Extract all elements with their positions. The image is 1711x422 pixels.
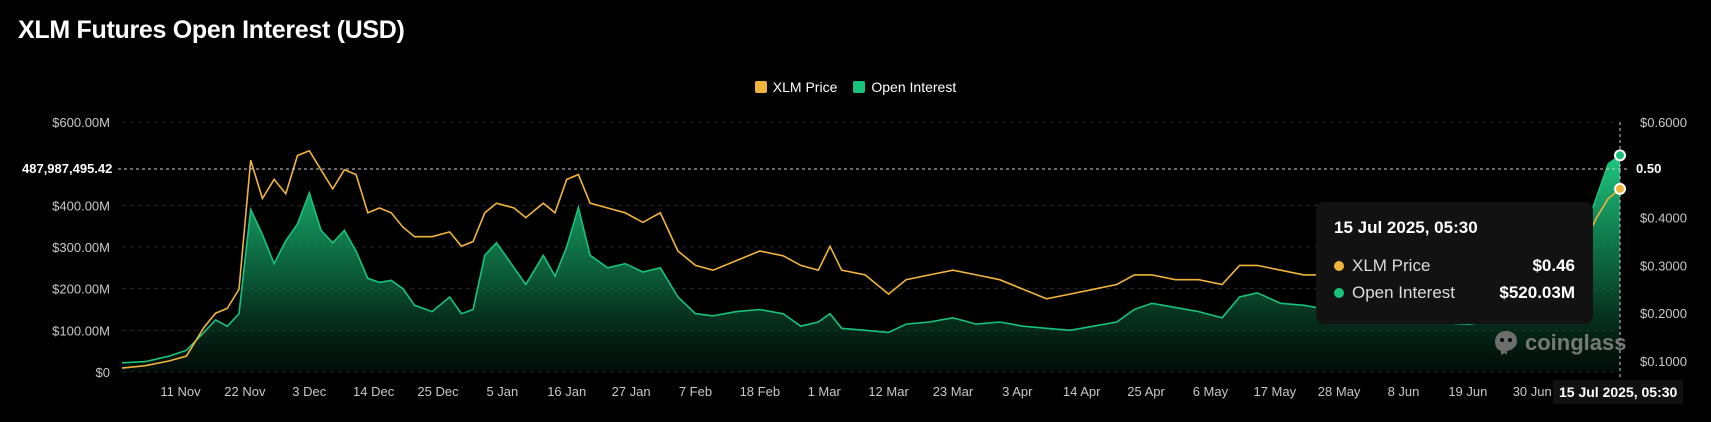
crosshair [112,122,1630,378]
tooltip-name-price: XLM Price [1352,255,1431,275]
tooltip-value-price: $0.46 [1532,255,1575,275]
x-tick-label: 17 May [1253,384,1296,399]
x-tick-label: 27 Jan [612,384,651,399]
x-tick-label: 19 Jun [1448,384,1487,399]
tooltip: 15 Jul 2025, 05:30 XLM Price $0.46 Open … [1316,202,1593,324]
x-tick-label: 28 May [1318,384,1361,399]
x-tick-label: 22 Nov [224,384,266,399]
y-right-tick-label: $0.1000 [1640,354,1687,369]
y-left-tick-label: $200.00M [52,282,110,297]
chart-title: XLM Futures Open Interest (USD) [18,16,405,44]
x-tick-label: 14 Dec [353,384,395,399]
x-tick-label: 11 Nov [160,384,201,399]
x-tick-label: 25 Apr [1127,384,1165,399]
legend-item-open-interest[interactable]: Open Interest [853,79,956,95]
y-axis-left: $0 $100.00M $200.00M $300.00M $400.00M $600.0… [52,115,110,380]
watermark-text: coinglass [1525,330,1627,355]
coinglass-watermark: coinglass [1493,329,1626,357]
crosshair-y-right-label: 0.50 [1630,160,1668,178]
y-right-tick-label: $0.6000 [1640,115,1687,130]
tooltip-dot-open-interest [1334,287,1344,298]
series-layer [121,149,1621,372]
coinglass-logo-icon [1495,331,1517,355]
x-tick-label: 6 May [1193,384,1229,399]
x-tick-label: 3 Dec [292,384,326,399]
legend: XLM Price Open Interest [0,79,1711,95]
tooltip-row-price: XLM Price $0.46 [1334,252,1575,279]
x-tick-label: 23 Mar [933,384,974,399]
open-interest-line [121,154,1621,364]
tooltip-name-open-interest: Open Interest [1352,282,1456,302]
tooltip-row-open-interest: Open Interest $520.03M [1334,279,1575,306]
x-tick-label: 12 Mar [868,384,909,399]
crosshair-x-label: 15 Jul 2025, 05:30 [1553,380,1684,404]
crosshair-y-label: 487,987,495.42 [18,160,117,178]
x-tick-label: 1 Mar [808,384,842,399]
y-left-tick-label: $600.00M [52,115,110,130]
x-tick-label: 16 Jan [547,384,586,399]
legend-swatch-price [754,81,767,93]
x-axis: 11 Nov 22 Nov 3 Dec 14 Dec 25 Dec 5 Jan 16 Jan… [160,384,1551,399]
y-left-tick-label: $0 [96,365,110,380]
x-tick-label: 5 Jan [486,384,518,399]
y-right-tick-label: $0.3000 [1640,258,1687,273]
x-tick-label: 14 Apr [1063,384,1101,399]
y-left-tick-label: $300.00M [52,240,110,255]
x-tick-label: 18 Feb [740,384,780,399]
y-left-tick-label: $400.00M [52,198,110,213]
y-left-tick-label: $100.00M [52,323,110,338]
x-tick-label: 7 Feb [679,384,712,399]
xlm-price-line [121,149,1621,369]
open-interest-point [1614,149,1626,162]
x-tick-label: 25 Dec [417,384,459,399]
legend-label-price: XLM Price [772,79,838,95]
x-tick-label: 3 Apr [1002,384,1033,399]
xlm-price-point [1614,182,1626,195]
tooltip-date: 15 Jul 2025, 05:30 [1334,218,1478,237]
x-tick-label: 8 Jun [1388,384,1420,399]
y-right-tick-label: $0.4000 [1640,211,1687,226]
y-right-tick-label: $0.2000 [1640,306,1687,321]
y-axis-right: $0.1000 $0.2000 $0.3000 $0.4000 $0.6000 [1640,115,1687,369]
open-interest-area [122,155,1620,372]
legend-label-open-interest: Open Interest [871,79,957,95]
x-tick-label: 30 Jun [1513,384,1552,399]
legend-item-price[interactable]: XLM Price [754,79,838,95]
legend-swatch-open-interest [853,81,866,93]
tooltip-value-open-interest: $520.03M [1499,282,1575,302]
tooltip-dot-price [1334,260,1344,271]
